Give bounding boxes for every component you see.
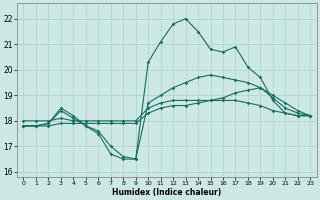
- X-axis label: Humidex (Indice chaleur): Humidex (Indice chaleur): [112, 188, 221, 197]
